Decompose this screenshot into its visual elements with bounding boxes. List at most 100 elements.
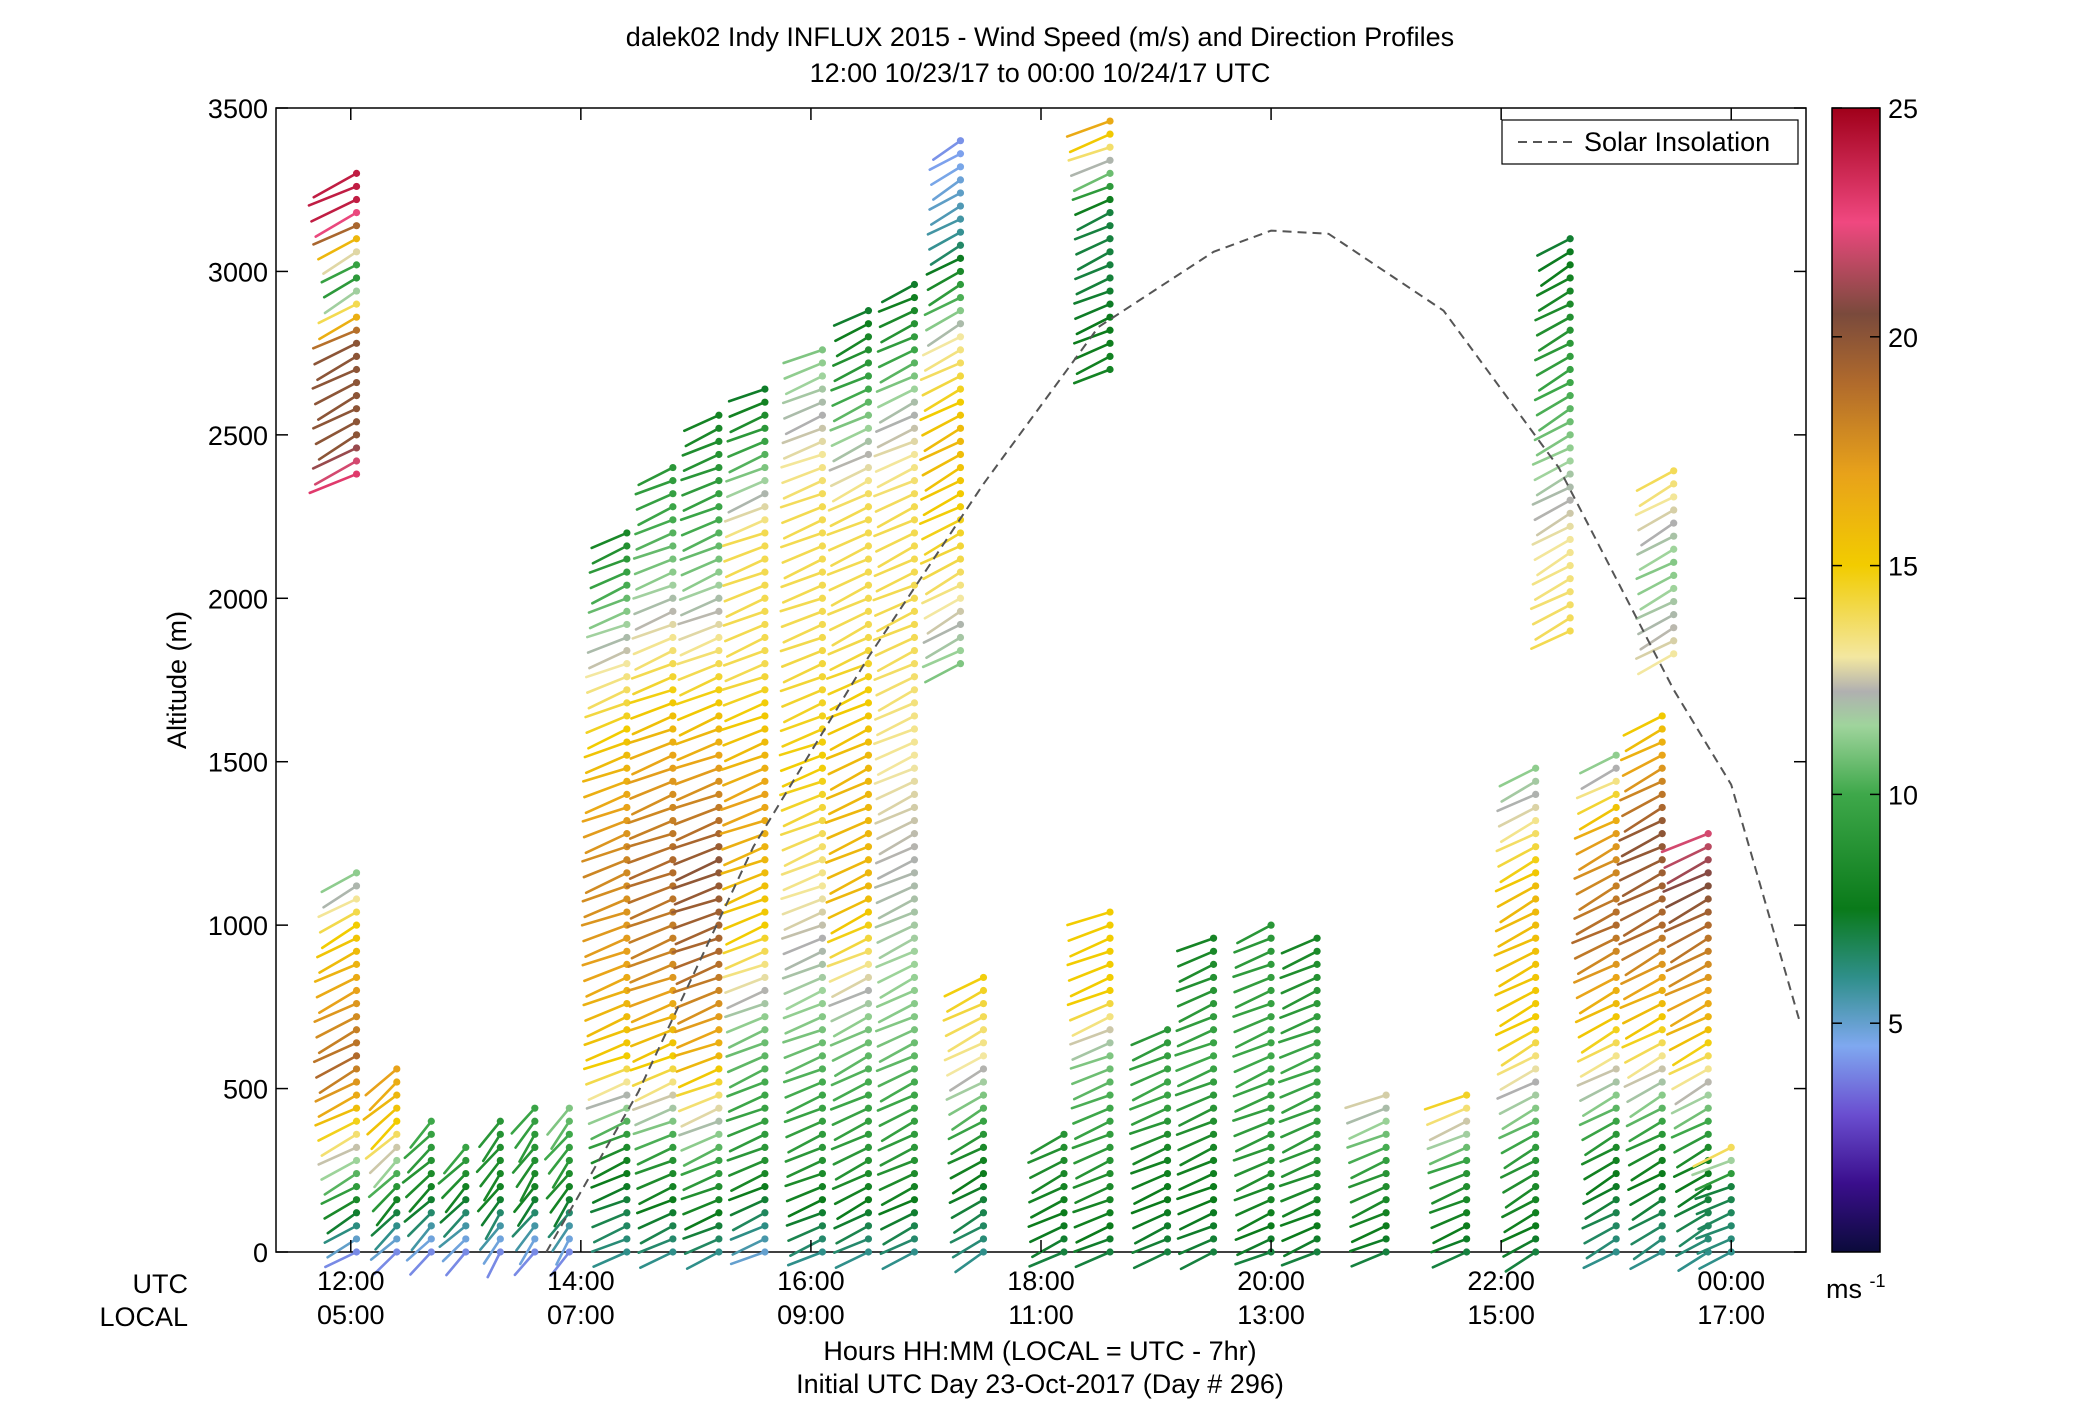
wind-barb-shaft xyxy=(1281,1093,1319,1114)
wind-barb-shaft xyxy=(932,139,962,161)
wind-barb-shaft xyxy=(1070,1093,1112,1110)
wind-barb-dot xyxy=(1612,1222,1620,1230)
wind-barb-shaft xyxy=(878,936,916,960)
wind-barb-shaft xyxy=(1616,845,1664,866)
wind-barb-shaft xyxy=(785,1185,824,1203)
wind-barb-dot xyxy=(761,477,769,485)
wind-barb-shaft xyxy=(1349,1185,1388,1204)
wind-barb-dot xyxy=(669,1117,677,1125)
wind-barb-dot xyxy=(715,1013,723,1021)
wind-barb-shaft xyxy=(724,884,767,906)
wind-barb-shaft xyxy=(725,1106,767,1122)
utc-tick-label: 14:00 xyxy=(547,1266,615,1296)
wind-barb-shaft xyxy=(322,276,358,299)
wind-barb-dot xyxy=(1382,1248,1390,1256)
wind-barb-shaft xyxy=(677,1067,721,1089)
wind-barb-shaft xyxy=(1574,1002,1618,1024)
wind-barb-dot xyxy=(818,516,827,524)
wind-barb-dot xyxy=(352,352,361,361)
wind-barb-shaft xyxy=(879,1237,916,1256)
wind-barb-dot xyxy=(669,999,677,1008)
wind-barb-shaft xyxy=(1233,936,1273,954)
wind-barb-dot xyxy=(531,1104,539,1112)
wind-barb-dot xyxy=(864,764,873,772)
wind-barb-shaft xyxy=(630,936,675,960)
wind-barb-shaft xyxy=(780,610,824,629)
wind-barb-dot xyxy=(715,764,723,772)
wind-barb-shaft xyxy=(876,610,916,633)
wind-barb-shaft xyxy=(954,1250,985,1274)
wind-barb-shaft xyxy=(779,753,824,773)
wind-barb-shaft xyxy=(781,832,824,852)
wind-barb-shaft xyxy=(1619,740,1664,762)
wind-barb-shaft xyxy=(320,263,358,284)
wind-barb-shaft xyxy=(878,400,916,424)
wind-barb-shaft xyxy=(409,1250,433,1276)
wind-barb-shaft xyxy=(874,701,916,721)
wind-barb-shaft xyxy=(1630,1224,1664,1246)
wind-barb-shaft xyxy=(781,963,824,980)
wind-barb-shaft xyxy=(1575,976,1618,1000)
wind-barb-shaft xyxy=(478,1119,502,1149)
wind-barb-dot xyxy=(979,1156,988,1165)
wind-barb-shaft xyxy=(1129,1054,1169,1071)
wind-barb-shaft xyxy=(584,793,629,815)
wind-barb-shaft xyxy=(1430,1237,1468,1254)
wind-barb-shaft xyxy=(405,1172,433,1199)
wind-barb-shaft xyxy=(828,989,870,1008)
wind-barb-shaft xyxy=(583,1054,629,1071)
wind-barb-shaft xyxy=(1281,1224,1319,1243)
wind-barb-dot xyxy=(1209,1196,1218,1204)
wind-barb-dot xyxy=(352,235,361,243)
wind-barb-dot xyxy=(669,712,677,720)
wind-barb-dot xyxy=(715,986,723,995)
wind-barb-dot xyxy=(910,385,919,393)
wind-barb-shaft xyxy=(582,989,629,1007)
wind-barb-shaft xyxy=(1619,989,1664,1010)
wind-barb-shaft xyxy=(1233,976,1273,994)
wind-barb-shaft xyxy=(876,505,916,529)
wind-barb-shaft xyxy=(1431,1250,1468,1269)
wind-barb-dot xyxy=(761,921,769,929)
wind-barb-shaft xyxy=(1502,1172,1537,1194)
wind-barb-dot xyxy=(623,934,631,942)
wind-barb-dot xyxy=(462,1156,470,1165)
wind-barb-shaft xyxy=(1533,420,1572,442)
wind-barb-dot xyxy=(910,686,919,694)
wind-barb-shaft xyxy=(723,505,767,523)
wind-barb-dot xyxy=(352,457,361,465)
wind-barb-shaft xyxy=(1503,1211,1537,1234)
wind-barb-shaft xyxy=(783,701,824,724)
wind-barb-dot xyxy=(1060,1183,1068,1191)
wind-barb-dot xyxy=(1704,1169,1712,1178)
wind-barb-dot xyxy=(352,1013,361,1021)
wind-barb-dot xyxy=(910,372,919,380)
wind-barb-dot xyxy=(623,581,631,589)
wind-barb-shaft xyxy=(786,1159,824,1178)
wind-barb-dot xyxy=(1209,1065,1218,1073)
wind-barb-dot xyxy=(393,1130,401,1138)
wind-barb-dot xyxy=(818,1091,827,1099)
wind-barb-shaft xyxy=(1624,766,1664,793)
wind-barb-dot xyxy=(979,1052,988,1060)
wind-barb-shaft xyxy=(1493,936,1537,957)
wind-barb-shaft xyxy=(366,1106,399,1136)
wind-barb-shaft xyxy=(781,544,824,564)
wind-barb-shaft xyxy=(675,727,721,746)
wind-barb-shaft xyxy=(779,596,824,613)
wind-barb-shaft xyxy=(877,793,916,816)
wind-barb-shaft xyxy=(476,1185,502,1213)
local-tick-label: 15:00 xyxy=(1467,1300,1535,1330)
wind-barb-dot xyxy=(761,699,769,707)
wind-barb-shaft xyxy=(582,858,629,879)
wind-barb-dot xyxy=(1267,1117,1275,1125)
wind-barb-dot xyxy=(864,790,873,799)
wind-barb-shaft xyxy=(1236,1237,1273,1257)
wind-barb-dot xyxy=(1267,999,1275,1008)
wind-barb-dot xyxy=(818,934,827,942)
wind-barb-dot xyxy=(1532,960,1540,968)
wind-barb-shaft xyxy=(782,1067,824,1084)
wind-barb-shaft xyxy=(919,440,962,462)
wind-barb-shaft xyxy=(1501,1106,1537,1131)
wind-barb-dot xyxy=(910,1235,919,1243)
